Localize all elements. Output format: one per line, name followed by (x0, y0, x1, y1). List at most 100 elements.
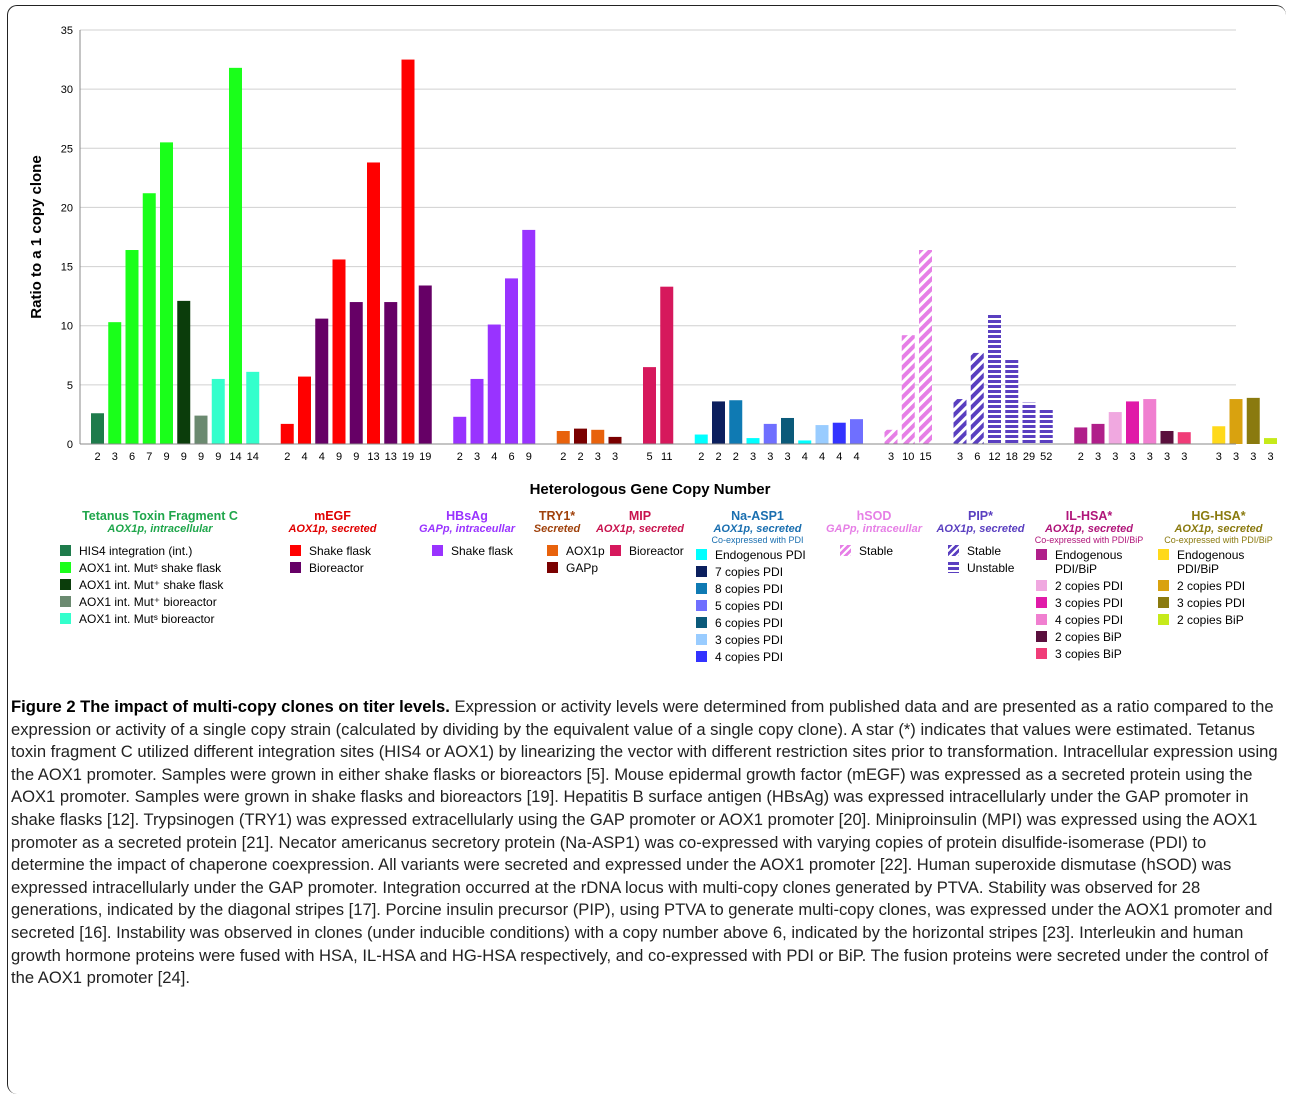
bar (246, 371, 260, 444)
bar (1074, 427, 1088, 444)
legend-item: Stable (948, 544, 1033, 558)
bar (1212, 426, 1226, 444)
legend-item: 4 copies PDI (1036, 613, 1148, 627)
bar (125, 250, 139, 444)
x-tick-label: 4 (319, 451, 325, 463)
bar (694, 434, 708, 444)
legend-group: PIP* AOX1p, secreted Stable Unstable (928, 509, 1033, 575)
legend-group-subtitle: Secreted (533, 523, 581, 535)
x-tick-label: 3 (1250, 451, 1256, 463)
legend-label: 6 copies PDI (715, 616, 784, 630)
legend-item: 7 copies PDI (696, 565, 825, 579)
legend-item: AOX1p (547, 544, 605, 558)
bar (1022, 402, 1036, 444)
x-tick-label: 18 (1006, 451, 1018, 463)
bar (1126, 401, 1139, 444)
legend-item: Shake flask (290, 544, 395, 558)
x-tick-label: 3 (1095, 451, 1101, 463)
legend-swatch (696, 651, 707, 662)
legend-item: 4 copies PDI (696, 650, 825, 664)
legend-item: 2 copies BiP (1036, 630, 1148, 644)
bar (712, 401, 725, 444)
legend-group: TRY1* Secreted AOX1p GAPp (527, 509, 605, 575)
legend-swatch (547, 545, 558, 556)
bar (1160, 430, 1174, 444)
figure-caption: Figure 2 The impact of multi-copy clones… (11, 696, 1281, 990)
bar (1177, 432, 1191, 444)
caption-body: Expression or activity levels were deter… (11, 697, 1278, 988)
x-tick-label: 4 (491, 451, 497, 463)
x-tick-label: 29 (1023, 451, 1035, 463)
bar (660, 286, 674, 444)
legend-label: 4 copies PDI (1055, 613, 1124, 627)
bar (970, 352, 984, 444)
bar (160, 142, 173, 444)
legend-item: Endogenous PDI/BiP (1158, 548, 1285, 576)
legend-group-note: Co-expressed with PDI/BiP (1164, 535, 1273, 545)
legend-swatch (1036, 631, 1047, 642)
bar (643, 367, 656, 444)
legend-label: Endogenous PDI/BiP (1177, 548, 1245, 576)
bar (505, 278, 518, 444)
legend-item: 2 copies PDI (1036, 579, 1148, 593)
legend-group-title: mEGF (314, 509, 351, 523)
bar (1264, 438, 1277, 444)
legend-label: GAPp (566, 561, 599, 575)
legend-swatch (60, 596, 71, 607)
legend-swatch (1036, 597, 1047, 608)
x-tick-label: 4 (836, 451, 842, 463)
legend-group-title: HBsAg (446, 509, 488, 523)
bar (556, 430, 570, 444)
bar (1246, 397, 1260, 444)
bar (177, 300, 191, 444)
bar (142, 193, 156, 444)
bar (487, 324, 501, 444)
legend-group-subtitle: GAPp, intraceullar (419, 523, 515, 535)
legend-group-note: Co-expressed with PDI/BiP (1034, 535, 1144, 545)
legend-group-subtitle: AOX1p, secreted (595, 523, 685, 535)
legend-label: 8 copies PDI (715, 582, 784, 596)
x-tick-label: 19 (402, 451, 414, 463)
legend-group: IL-HSA* AOX1p, secreted Co-expressed with … (1030, 509, 1148, 661)
x-tick-label: 3 (474, 451, 480, 463)
x-tick-label: 4 (301, 451, 307, 463)
x-tick-label: 6 (974, 451, 980, 463)
legend-swatch (1036, 549, 1047, 560)
legend-swatch (60, 545, 71, 556)
x-tick-label: 14 (247, 451, 259, 463)
x-axis-label: Heterologous Gene Copy Number (530, 481, 771, 498)
bar (349, 302, 363, 444)
bar (832, 422, 846, 444)
x-tick-label: 7 (146, 451, 152, 463)
y-tick-label: 15 (61, 262, 73, 274)
x-tick-label: 3 (112, 451, 118, 463)
x-tick-label: 3 (1181, 451, 1187, 463)
x-tick-label: 2 (577, 451, 583, 463)
x-tick-label: 12 (988, 451, 1000, 463)
x-tick-label: 9 (215, 451, 221, 463)
legend-item: Unstable (948, 561, 1033, 575)
x-tick-label: 3 (750, 451, 756, 463)
legend-item: 3 copies PDI (1158, 596, 1285, 610)
legend-swatch (60, 562, 71, 573)
bar (850, 419, 863, 444)
x-tick-label: 3 (888, 451, 894, 463)
bar (1091, 423, 1105, 444)
legend-label: 2 copies PDI (1177, 579, 1246, 593)
legend-group-title: TRY1* (538, 509, 576, 523)
legend-label: AOX1 int. Mut⁺ shake flask (79, 578, 224, 592)
legend-label: Shake flask (451, 544, 514, 558)
bar (815, 425, 829, 444)
x-tick-label: 2 (1078, 451, 1084, 463)
legend-item: GAPp (547, 561, 598, 575)
y-tick-label: 0 (67, 439, 73, 451)
bar (367, 162, 380, 445)
legend-swatch (1158, 614, 1169, 625)
legend-swatch (1158, 580, 1169, 591)
legend-item: AOX1 int. Mutˢ bioreactor (60, 612, 260, 626)
legend-label: 2 copies BiP (1177, 613, 1244, 627)
x-tick-label: 3 (767, 451, 773, 463)
legend-swatch (948, 562, 959, 573)
legend-swatch (696, 583, 707, 594)
bar (729, 400, 743, 444)
